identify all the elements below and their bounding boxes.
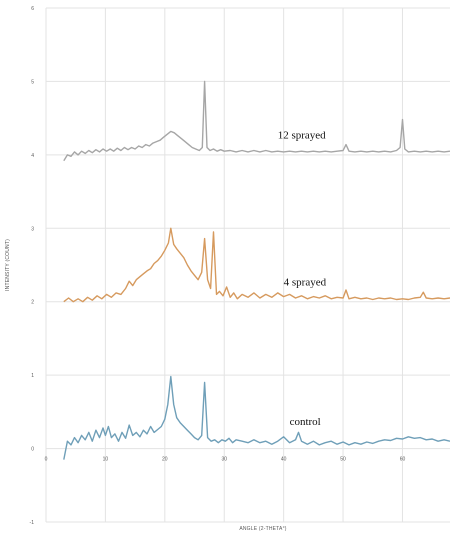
- x-axis-title: ANGLE (2-THETA°): [239, 526, 286, 532]
- series-labels: control 4 sprayed 12 sprayed: [278, 130, 327, 428]
- y-tick-label: 3: [31, 226, 34, 232]
- series-line-12-sprayed: [63, 80, 450, 162]
- y-axis-title: INTENSITY (COUNT): [5, 239, 11, 291]
- series-label-control: control: [290, 416, 321, 428]
- series-line-4-sprayed: [63, 227, 450, 303]
- series-label-4-sprayed: 4 sprayed: [284, 277, 327, 289]
- series-lines: [63, 80, 450, 460]
- gridlines: [45, 7, 450, 523]
- y-tick-label: 6: [31, 6, 34, 12]
- x-tick-label: 10: [103, 457, 109, 463]
- y-tick-label: -1: [30, 520, 35, 526]
- y-tick-label: 2: [31, 300, 34, 306]
- x-tick-label: 0: [45, 457, 48, 463]
- x-tick-label: 40: [281, 457, 287, 463]
- y-tick-label: 0: [31, 447, 34, 453]
- y-tick-label: 5: [31, 79, 34, 85]
- x-tick-label: 50: [340, 457, 346, 463]
- x-tick-label: 20: [162, 457, 168, 463]
- x-tick-label: 60: [400, 457, 406, 463]
- series-label-12-sprayed: 12 sprayed: [278, 130, 326, 142]
- x-tick-label: 30: [221, 457, 227, 463]
- series-line-control: [63, 375, 450, 460]
- y-tick-label: 4: [31, 153, 34, 159]
- y-tick-label: 1: [31, 373, 34, 379]
